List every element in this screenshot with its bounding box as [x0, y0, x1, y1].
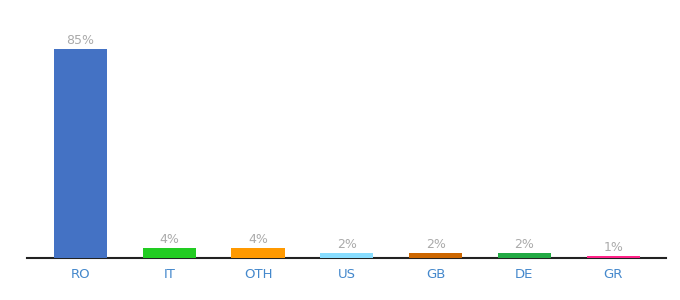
- Text: 1%: 1%: [603, 241, 623, 254]
- Text: 4%: 4%: [248, 233, 268, 246]
- Bar: [54, 49, 107, 258]
- Text: 2%: 2%: [514, 238, 534, 251]
- Bar: [143, 248, 196, 258]
- Bar: [498, 253, 551, 258]
- Bar: [409, 253, 462, 258]
- Bar: [320, 253, 373, 258]
- Text: 2%: 2%: [337, 238, 357, 251]
- Bar: [586, 256, 640, 258]
- Bar: [231, 248, 285, 258]
- Text: 2%: 2%: [426, 238, 445, 251]
- Text: 85%: 85%: [67, 34, 95, 47]
- Text: 4%: 4%: [159, 233, 180, 246]
